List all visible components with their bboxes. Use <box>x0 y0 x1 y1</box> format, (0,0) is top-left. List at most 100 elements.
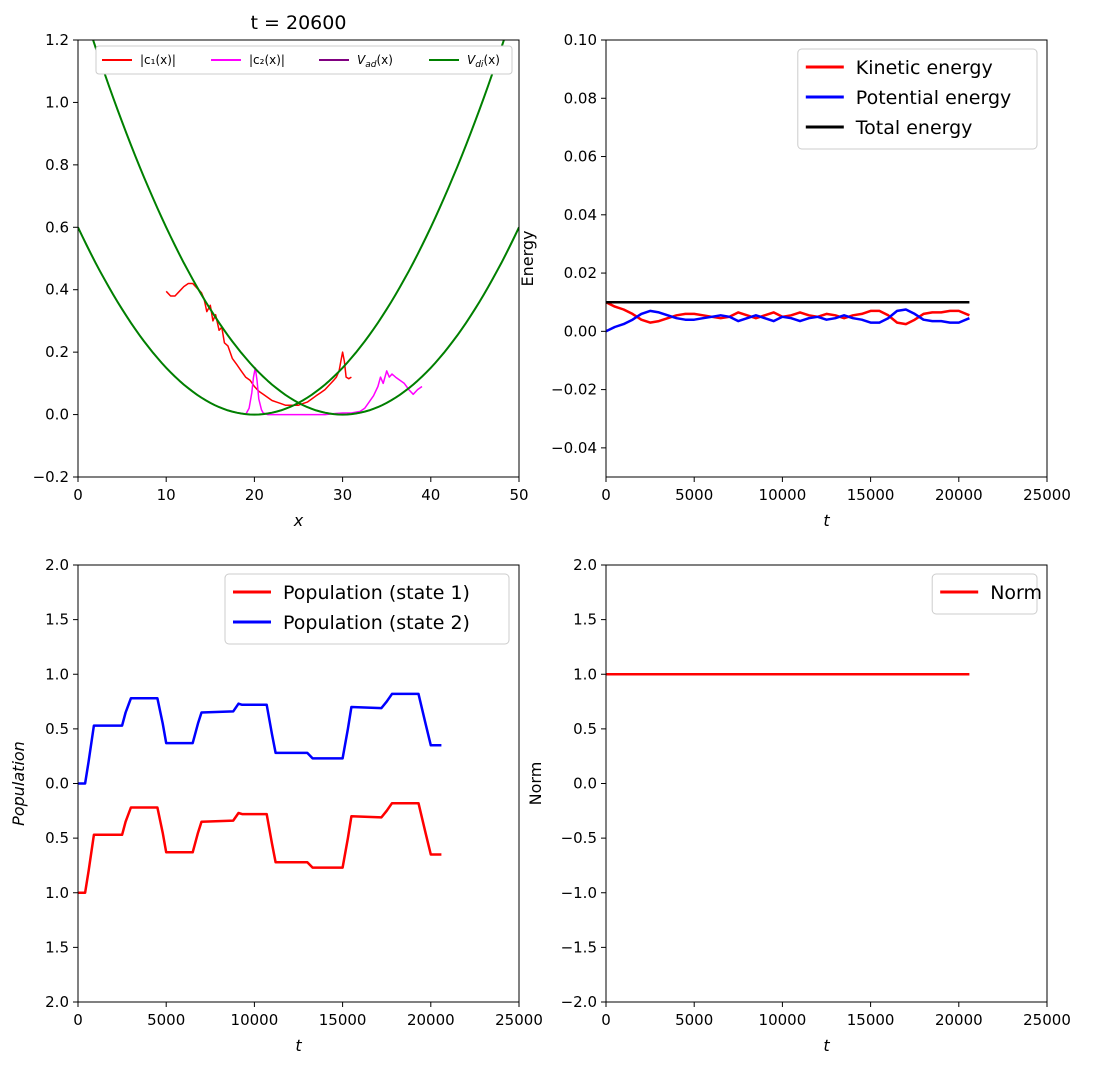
legend-label: Potential energy <box>856 87 1011 109</box>
x-tick-label: 15000 <box>319 1011 367 1029</box>
series-line-2 <box>244 367 423 416</box>
x-tick-label: 40 <box>421 486 440 504</box>
legend-label: |c₁(x)| <box>140 53 176 67</box>
y-tick-label: 0.5 <box>45 829 69 847</box>
x-tick-label: 25000 <box>1023 1011 1071 1029</box>
y-axis-label: Norm <box>526 762 545 806</box>
y-tick-label: 2.0 <box>45 556 69 574</box>
y-tick-label: −2.0 <box>561 993 597 1011</box>
y-tick-label: 0.5 <box>45 720 69 738</box>
plot-area <box>606 300 970 333</box>
legend: Kinetic energy Potential energy Total ener… <box>797 48 1038 150</box>
panel-2: 0 5000 10000 15000 20000 25000 −0.04 −0.02 0.00 0… <box>518 31 1071 530</box>
x-axis-label: t <box>295 1036 302 1055</box>
y-tick-label: −0.2 <box>33 468 69 486</box>
x-tick-label: 20000 <box>935 486 983 504</box>
legend-label: Norm <box>990 582 1042 604</box>
panel-3: 0 5000 10000 15000 20000 25000 2.0 1.5 1.0 0.5 0.0… <box>9 556 543 1055</box>
plot-area <box>78 692 442 895</box>
axes-frame <box>77 39 520 478</box>
y-tick-label: 0.04 <box>564 206 597 224</box>
y-tick-label: 1.5 <box>573 611 597 629</box>
y-tick-label: 0.06 <box>564 148 597 166</box>
x-tick-label: 0 <box>601 1011 611 1029</box>
axes-frame <box>605 564 1048 1003</box>
x-tick-label: 30 <box>333 486 352 504</box>
legend-box <box>931 573 1038 615</box>
x-tick-label: 10000 <box>231 1011 279 1029</box>
x-tick-label: 15000 <box>847 1011 895 1029</box>
y-tick-label: 0.02 <box>564 264 597 282</box>
series-line-4-b <box>92 40 519 416</box>
y-tick-label: 0.0 <box>45 775 69 793</box>
panel-1: 0 10 20 30 40 50 −0.2 0.0 0.2 0.4 0.6 0.8 1.0 1.2 x t =… <box>33 12 529 530</box>
x-tick-label: 10000 <box>759 486 807 504</box>
y-tick-label: 2.0 <box>573 556 597 574</box>
y-tick-label: 1.0 <box>573 665 597 683</box>
y-tick-label: 0.00 <box>564 322 597 340</box>
series-line-2 <box>78 692 442 785</box>
legend: Population (state 1) Population (state 2) <box>224 573 510 645</box>
x-tick-label: 20000 <box>407 1011 455 1029</box>
y-tick-label: 2.0 <box>45 993 69 1011</box>
x-tick-label: 20000 <box>935 1011 983 1029</box>
x-tick-label: 0 <box>73 486 83 504</box>
axes-frame <box>605 39 1048 478</box>
y-tick-label: −0.5 <box>561 829 597 847</box>
x-tick-label: 15000 <box>847 486 895 504</box>
legend-box <box>95 45 513 75</box>
y-axis-label: Energy <box>518 230 537 286</box>
y-tick-label: 0.4 <box>45 281 69 299</box>
legend: |c₁(x)| |c₂(x)| Vad(x) Vdi(x) <box>95 45 513 75</box>
legend-label: |c₂(x)| <box>249 53 285 67</box>
y-tick-label: 0.2 <box>45 343 69 361</box>
series-line-1 <box>78 801 442 895</box>
panel-4: 0 5000 10000 15000 20000 25000 −2.0 −1.5 −1.0 −0.… <box>526 556 1071 1055</box>
y-axis-label: Population <box>9 741 28 826</box>
series-line-1 <box>606 301 970 326</box>
y-tick-label: −1.5 <box>561 938 597 956</box>
legend-label: Population (state 2) <box>283 612 470 634</box>
y-tick-label: 0.08 <box>564 89 597 107</box>
x-tick-label: 10000 <box>759 1011 807 1029</box>
plot-area <box>78 40 519 416</box>
x-tick-label: 0 <box>601 486 611 504</box>
x-tick-label: 5000 <box>675 486 713 504</box>
legend-label: Vad(x) <box>357 53 393 70</box>
legend-label: Vdi(x) <box>467 53 500 70</box>
x-tick-label: 10 <box>157 486 176 504</box>
x-tick-label: 5000 <box>147 1011 185 1029</box>
series-line-2 <box>606 308 970 333</box>
y-tick-label: 0.8 <box>45 156 69 174</box>
y-tick-label: 1.5 <box>45 611 69 629</box>
legend-label: Population (state 1) <box>283 582 470 604</box>
y-tick-label: 1.0 <box>45 884 69 902</box>
x-axis-label: t <box>823 511 830 530</box>
x-axis-label: x <box>293 511 304 530</box>
legend-label: Kinetic energy <box>856 57 993 79</box>
y-tick-label: 0.6 <box>45 218 69 236</box>
y-tick-label: −0.04 <box>551 439 597 457</box>
legend-box <box>224 573 510 645</box>
x-tick-label: 20 <box>245 486 264 504</box>
y-tick-label: 0.10 <box>564 31 597 49</box>
x-axis-label: t <box>823 1036 830 1055</box>
x-tick-label: 5000 <box>675 1011 713 1029</box>
y-tick-label: 1.2 <box>45 31 69 49</box>
series-line-3 <box>78 226 519 416</box>
x-tick-label: 50 <box>509 486 528 504</box>
y-tick-label: 1.0 <box>45 93 69 111</box>
legend: Norm <box>931 573 1042 615</box>
y-tick-label: −0.02 <box>551 381 597 399</box>
legend-box <box>797 48 1038 150</box>
y-tick-label: 0.0 <box>573 775 597 793</box>
y-tick-label: 1.0 <box>45 665 69 683</box>
legend-label: Total energy <box>855 117 973 139</box>
y-tick-label: −1.0 <box>561 884 597 902</box>
x-tick-label: 0 <box>73 1011 83 1029</box>
y-tick-label: 0.0 <box>45 406 69 424</box>
chart-title: t = 20600 <box>251 12 347 34</box>
y-tick-label: 1.5 <box>45 938 69 956</box>
y-tick-label: 0.5 <box>573 720 597 738</box>
